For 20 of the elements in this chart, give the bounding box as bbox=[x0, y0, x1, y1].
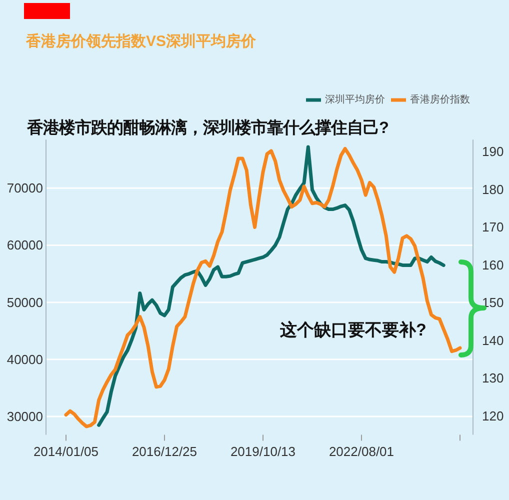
y-tick-label: 70000 bbox=[6, 180, 43, 196]
y-tick-label: 40000 bbox=[6, 352, 43, 367]
x-tick-label: 2022/08/01 bbox=[328, 444, 394, 459]
y-tick-label: 50000 bbox=[6, 294, 43, 310]
y2-tick-label: 120 bbox=[482, 408, 504, 424]
y2-tick-label: 180 bbox=[482, 182, 504, 197]
y2-tick-label: 140 bbox=[482, 332, 504, 348]
y2-tick-label: 130 bbox=[482, 370, 504, 386]
x-tick-label: 2019/10/13 bbox=[230, 444, 296, 459]
x-tick-label: 2016/12/25 bbox=[132, 444, 198, 459]
y2-tick-label: 170 bbox=[482, 220, 504, 235]
title: 香港房价领先指数VS深圳平均房价 bbox=[26, 33, 256, 50]
y2-tick-label: 150 bbox=[482, 295, 504, 310]
y-tick-label: 60000 bbox=[6, 238, 43, 253]
annotation: 这个缺口要不要补? bbox=[280, 320, 426, 340]
subtitle: 香港楼市跌的酣畅淋漓，深圳楼市靠什么撑住自己? bbox=[27, 119, 389, 137]
y-tick-label: 30000 bbox=[6, 409, 43, 424]
y2-tick-label: 160 bbox=[482, 257, 504, 272]
x-tick-label: 2014/01/05 bbox=[33, 444, 99, 459]
y2-tick-label: 190 bbox=[482, 144, 504, 160]
